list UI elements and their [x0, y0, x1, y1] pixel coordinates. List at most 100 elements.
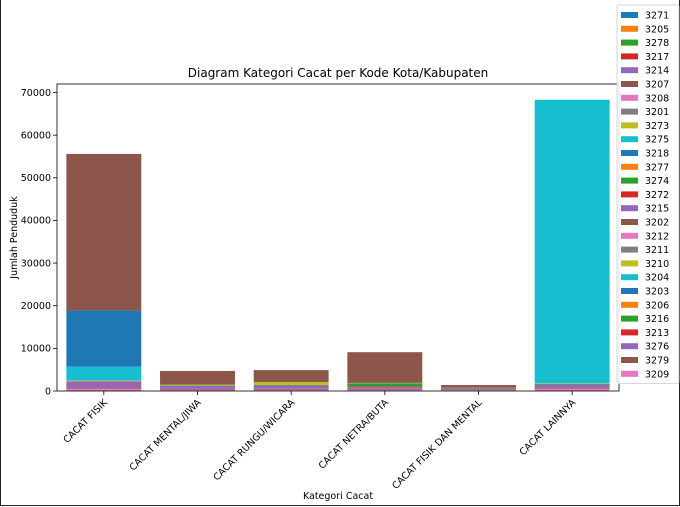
- legend-swatch: [621, 81, 638, 87]
- legend-swatch: [621, 177, 638, 184]
- legend-swatch: [621, 12, 638, 18]
- legend-entry: 3210: [645, 259, 669, 270]
- legend-entry: 3277: [645, 162, 669, 173]
- legend-entry: 3204: [645, 273, 669, 284]
- legend-entry: 3203: [645, 287, 669, 298]
- bar-segment: [160, 388, 235, 390]
- x-tick-label: CACAT FISIK DAN MENTAL: [390, 397, 485, 492]
- y-tick-label: 60000: [21, 130, 51, 141]
- legend-entry: 3208: [645, 93, 669, 104]
- chart-title: Diagram Kategori Cacat per Kode Kota/Kab…: [188, 66, 488, 80]
- bar-segment: [534, 99, 610, 384]
- bar-segment: [253, 382, 329, 386]
- y-tick-label: 20000: [21, 301, 51, 312]
- legend: 3271 3205 3278 3217 3214 3207 3208 3201 3273 3275…: [616, 4, 680, 385]
- legend-swatch: [621, 53, 638, 60]
- y-tick-label: 40000: [21, 216, 51, 227]
- x-tick-label: CACAT FISIK: [62, 397, 111, 446]
- legend-swatch: [621, 219, 638, 225]
- legend-swatch: [621, 122, 638, 129]
- bar-segment: [160, 370, 235, 385]
- bar-segment: [441, 390, 516, 391]
- legend-entry: 3271: [645, 11, 669, 22]
- legend-entry: 3218: [645, 149, 669, 160]
- x-tick-label: CACAT MENTAL/JIWA: [128, 397, 204, 473]
- legend-swatch: [621, 370, 638, 377]
- bar-segment: [66, 310, 142, 367]
- x-tick-label: CACAT LAINNYA: [518, 397, 579, 458]
- legend-swatch: [621, 232, 638, 239]
- legend-entry: 3205: [645, 24, 669, 35]
- legend-entry: 3279: [645, 356, 669, 367]
- legend-entry: 3207: [645, 80, 669, 91]
- legend-swatch: [621, 315, 638, 322]
- bar-segment: [347, 387, 423, 389]
- legend-swatch: [621, 94, 638, 101]
- bar-segment: [347, 386, 423, 388]
- bar-segment: [66, 153, 142, 311]
- legend-entry: 3211: [645, 245, 669, 256]
- legend-swatch: [621, 25, 638, 32]
- bar-segment: [534, 388, 610, 391]
- bar-segment: [66, 381, 142, 388]
- bar-segment: [160, 384, 235, 386]
- legend-entry: 3278: [645, 38, 669, 49]
- bar-segment: [160, 389, 235, 391]
- bar-segment: [347, 383, 423, 387]
- bar-segment: [534, 383, 610, 385]
- legend-swatch: [621, 108, 638, 115]
- bar-segment: [253, 385, 329, 389]
- legend-swatch: [621, 136, 638, 143]
- bar-segment: [66, 388, 142, 391]
- legend-entry: 3275: [645, 135, 669, 146]
- bar-segment: [347, 352, 423, 383]
- y-tick-label: 10000: [21, 344, 51, 355]
- bars-group: [66, 99, 610, 391]
- bar-segment: [66, 387, 142, 389]
- legend-entry: 3202: [645, 218, 669, 229]
- legend-entry: 3215: [645, 204, 669, 215]
- y-tick-label: 50000: [21, 173, 51, 184]
- legend-swatch: [621, 288, 638, 294]
- legend-entry: 3206: [645, 300, 669, 311]
- legend-entry: 3201: [645, 107, 669, 118]
- bar-segment: [534, 384, 610, 388]
- bar-segment: [347, 389, 423, 391]
- bar-segment: [347, 388, 423, 390]
- bar-segment: [253, 370, 329, 383]
- bar-segment: [441, 388, 516, 390]
- bar-segment: [66, 380, 142, 382]
- legend-entry: 3276: [645, 342, 669, 353]
- legend-swatch: [621, 246, 638, 253]
- bar-segment: [253, 388, 329, 390]
- legend-entry: 3273: [645, 121, 669, 132]
- bar-segment: [253, 389, 329, 391]
- legend-entry: 3274: [645, 176, 669, 187]
- legend-entry: 3272: [645, 190, 669, 201]
- bar-segment: [160, 385, 235, 389]
- x-axis-label: Kategori Cacat: [303, 491, 373, 502]
- legend-swatch: [621, 274, 638, 281]
- y-axis-label: Jumlah Penduduk: [9, 196, 20, 280]
- legend-swatch: [621, 329, 638, 336]
- legend-swatch: [621, 260, 638, 267]
- legend-swatch: [621, 150, 638, 156]
- legend-entry: 3212: [645, 231, 669, 242]
- legend-swatch: [621, 67, 638, 74]
- legend-entry: 3216: [645, 314, 669, 325]
- legend-entry: 3214: [645, 66, 669, 77]
- legend-entry: 3217: [645, 52, 669, 63]
- bar-segment: [66, 366, 142, 381]
- legend-entry: 3213: [645, 328, 669, 339]
- legend-swatch: [621, 301, 638, 308]
- bar-segment: [441, 385, 516, 388]
- legend-swatch: [621, 163, 638, 170]
- y-tick-label: 70000: [21, 88, 51, 99]
- legend-swatch: [621, 357, 638, 363]
- legend-swatch: [621, 205, 638, 212]
- legend-swatch: [621, 343, 638, 350]
- x-tick-label: CACAT RUNGU/WICARA: [211, 397, 297, 483]
- legend-swatch: [621, 191, 638, 198]
